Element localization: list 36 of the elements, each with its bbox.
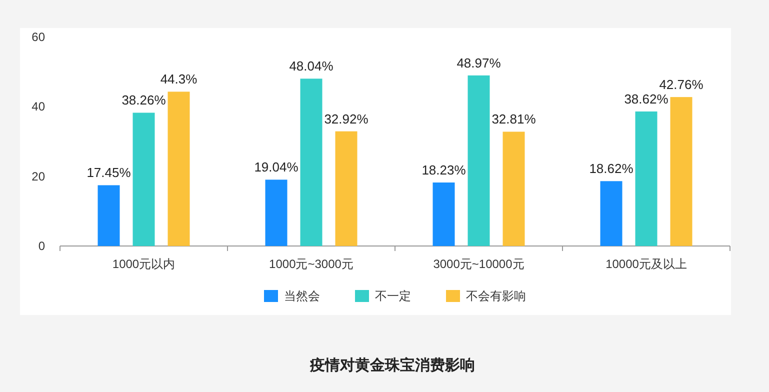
data-label: 18.23% bbox=[422, 162, 466, 178]
x-tick-label: 1000元以内 bbox=[112, 257, 176, 271]
data-label: 48.04% bbox=[289, 58, 334, 74]
bar bbox=[132, 112, 155, 246]
bar bbox=[670, 97, 692, 246]
legend-label: 不一定 bbox=[375, 289, 411, 303]
bar bbox=[635, 111, 658, 246]
bar bbox=[300, 78, 322, 246]
y-tick-label: 60 bbox=[32, 30, 46, 44]
bar bbox=[502, 132, 525, 246]
y-tick-label: 0 bbox=[38, 239, 46, 253]
bar bbox=[98, 185, 120, 246]
bar bbox=[168, 92, 190, 246]
data-label: 18.62% bbox=[589, 161, 634, 176]
bar bbox=[265, 180, 288, 246]
data-label: 19.04% bbox=[254, 160, 299, 175]
data-label: 42.76% bbox=[659, 77, 704, 92]
y-tick-label: 20 bbox=[32, 169, 46, 184]
x-tick-label: 1000元~3000元 bbox=[269, 257, 354, 271]
bar bbox=[600, 181, 622, 246]
data-label: 44.3% bbox=[160, 72, 198, 87]
legend-label: 不会有影响 bbox=[466, 289, 526, 303]
x-tick-label: 10000元及以上 bbox=[606, 257, 687, 271]
bar bbox=[432, 182, 455, 246]
data-label: 38.62% bbox=[624, 91, 669, 106]
legend-label: 当然会 bbox=[284, 289, 320, 303]
text: 疫情对黄金珠宝消费影响 bbox=[309, 356, 475, 374]
data-label: 32.92% bbox=[324, 111, 369, 126]
data-label: 32.81% bbox=[492, 112, 536, 127]
x-tick-label: 3000元~10000元 bbox=[433, 257, 524, 271]
bar bbox=[335, 131, 358, 246]
y-tick-label: 40 bbox=[32, 100, 46, 114]
data-label: 38.26% bbox=[122, 92, 166, 108]
data-label: 17.45% bbox=[86, 165, 132, 180]
bar bbox=[468, 75, 490, 246]
data-label: 48.97% bbox=[456, 55, 502, 70]
